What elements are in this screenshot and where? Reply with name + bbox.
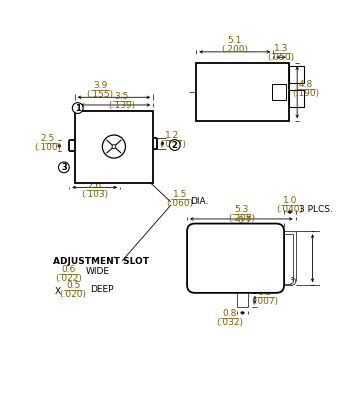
Bar [289,66,304,84]
Text: (.100): (.100) [34,143,61,152]
Text: 3.5: 3.5 [114,92,129,101]
Text: Q: Q [203,100,210,110]
Text: (.103): (.103) [81,190,108,200]
Text: 2.5: 2.5 [41,134,55,143]
Text: 0.5: 0.5 [66,281,80,290]
Text: (.190): (.190) [292,89,319,98]
Text: (.200): (.200) [221,45,248,54]
Text: (.139): (.139) [108,101,135,110]
Text: 3: 3 [61,163,67,172]
Text: 0.7: 0.7 [238,216,252,225]
Text: (.155): (.155) [87,90,114,99]
Text: ADJUSTMENT SLOT: ADJUSTMENT SLOT [53,258,149,266]
Circle shape [169,140,180,150]
Text: 1.2: 1.2 [165,131,179,140]
Text: (.032): (.032) [216,318,243,326]
Circle shape [103,135,125,158]
Bar [289,90,304,106]
Text: 2: 2 [172,140,178,150]
Text: (.040): (.040) [276,205,303,214]
Text: (.050): (.050) [267,53,294,62]
Text: 4.8: 4.8 [299,80,313,89]
Text: 0.2: 0.2 [258,288,272,297]
Text: PVG5  A: PVG5 A [226,80,256,90]
Text: (.047): (.047) [159,140,186,149]
Text: 1.5: 1.5 [173,190,187,199]
Circle shape [58,162,69,173]
Text: 5.1: 5.1 [227,36,242,45]
Text: 603C: 603C [231,92,251,102]
Text: (.020): (.020) [59,290,87,299]
Text: DEEP: DEEP [90,285,114,294]
Bar [75,111,153,183]
Text: 1: 1 [75,104,81,112]
Text: X: X [54,287,61,296]
Text: (.208): (.208) [228,214,255,222]
Text: 1.0: 1.0 [283,196,297,205]
Text: 1.3: 1.3 [274,44,288,53]
Text: (.007): (.007) [251,297,278,306]
Circle shape [72,103,83,114]
Text: (.060): (.060) [167,199,194,208]
Text: 5.3: 5.3 [234,204,248,214]
Text: (.028): (.028) [231,225,258,234]
Text: 3.9: 3.9 [93,81,107,90]
Bar [196,63,289,121]
FancyBboxPatch shape [187,224,284,293]
Text: B: B [201,89,211,102]
Bar [272,84,286,100]
Text: (.022): (.022) [55,274,82,283]
Text: 0.8: 0.8 [222,308,237,318]
Text: WIDE: WIDE [85,267,109,276]
Text: DIA.: DIA. [190,197,209,206]
Circle shape [112,145,116,148]
Text: 2.6: 2.6 [88,182,102,190]
Text: 3 PLCS.: 3 PLCS. [299,205,333,214]
Text: 0.6: 0.6 [61,265,76,274]
